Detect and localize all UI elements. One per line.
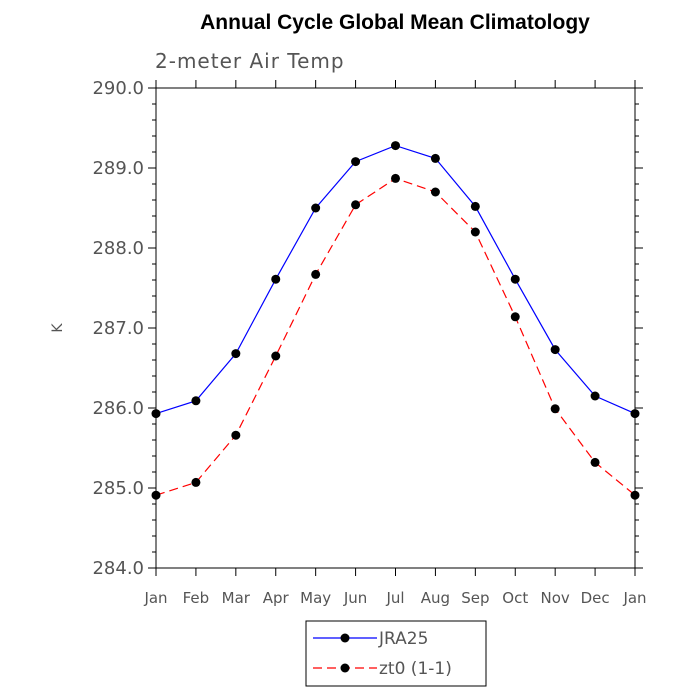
legend-box — [305, 620, 487, 687]
y-tick-label-6: 290.0 — [92, 78, 144, 99]
y-tick-label-3: 287.0 — [92, 318, 144, 339]
data-point — [271, 351, 281, 361]
x-tick-label-3: Apr — [263, 589, 290, 607]
x-tick-label-1: Feb — [183, 589, 210, 607]
data-point — [430, 153, 440, 163]
data-point — [430, 187, 440, 197]
data-point — [590, 457, 600, 467]
x-tick-label-11: Dec — [581, 589, 610, 607]
legend: JRA25 zt0 (1-1) — [305, 620, 487, 687]
x-tick-label-4: May — [300, 589, 331, 607]
data-point — [550, 345, 560, 355]
data-point — [231, 349, 241, 359]
legend-label-1: zt0 (1-1) — [379, 659, 452, 679]
data-point — [311, 203, 321, 213]
x-tick-label-9: Oct — [502, 589, 528, 607]
y-tick-label-4: 288.0 — [92, 238, 144, 259]
y-tick-label-1: 285.0 — [92, 478, 144, 499]
data-point — [550, 404, 560, 414]
x-tick-label-7: Aug — [421, 589, 450, 607]
y-axis-label: K — [50, 323, 66, 333]
legend-marker-1 — [340, 663, 350, 673]
x-tick-label-0: Jan — [143, 589, 167, 607]
data-point — [311, 269, 321, 279]
data-point — [191, 477, 201, 487]
data-point — [510, 274, 520, 284]
x-tick-label-10: Nov — [541, 589, 570, 607]
x-tick-label-6: Jul — [385, 589, 404, 607]
ticks-layer: 284.0 285.0 286.0 287.0 288.0 289.0 290.0 Jan Fe… — [92, 78, 646, 607]
data-point — [470, 227, 480, 237]
data-point — [470, 201, 480, 211]
data-point — [590, 391, 600, 401]
x-tick-label-5: Jun — [343, 589, 367, 607]
x-tick-label-12: Jan — [622, 589, 646, 607]
data-point — [231, 430, 241, 440]
data-point — [351, 157, 361, 167]
data-point — [191, 396, 201, 406]
y-tick-label-5: 289.0 — [92, 158, 144, 179]
series-line-1 — [155, 177, 636, 496]
data-point — [391, 141, 400, 151]
chart-title: Annual Cycle Global Mean Climatology — [200, 11, 590, 34]
plot-frame — [155, 87, 636, 569]
y-tick-label-2: 286.0 — [92, 398, 144, 419]
legend-marker-0 — [340, 633, 350, 643]
x-tick-label-2: Mar — [222, 589, 251, 607]
data-point — [271, 274, 281, 284]
data-point — [391, 173, 400, 183]
legend-label-0: JRA25 — [378, 629, 428, 649]
series-line-0 — [155, 144, 636, 415]
series-layer — [151, 141, 640, 500]
chart-subtitle: 2-meter Air Temp — [155, 49, 345, 73]
data-point — [510, 312, 520, 322]
x-tick-label-8: Sep — [461, 589, 489, 607]
data-point — [351, 200, 361, 210]
y-tick-label-0: 284.0 — [92, 558, 144, 579]
